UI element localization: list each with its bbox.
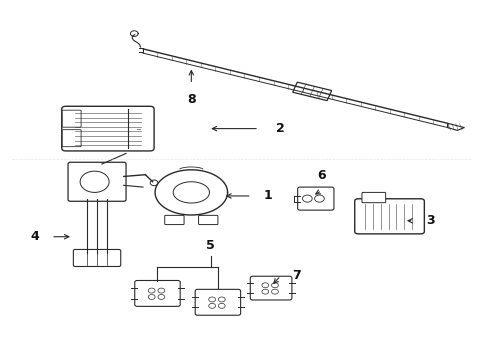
FancyBboxPatch shape (361, 192, 385, 203)
FancyBboxPatch shape (68, 162, 126, 201)
Text: 4: 4 (30, 230, 39, 243)
FancyBboxPatch shape (62, 110, 81, 127)
FancyBboxPatch shape (195, 289, 240, 315)
Text: 8: 8 (186, 93, 195, 106)
FancyBboxPatch shape (135, 280, 180, 306)
FancyBboxPatch shape (73, 249, 121, 266)
Text: 2: 2 (275, 122, 284, 135)
Polygon shape (447, 123, 464, 130)
FancyBboxPatch shape (62, 130, 81, 147)
FancyBboxPatch shape (198, 215, 218, 225)
Text: 5: 5 (206, 239, 215, 252)
Text: 7: 7 (291, 269, 300, 282)
Polygon shape (292, 82, 331, 101)
Text: ~: ~ (135, 127, 141, 133)
Text: 1: 1 (264, 189, 272, 202)
FancyBboxPatch shape (354, 199, 424, 234)
Text: 6: 6 (317, 169, 325, 182)
Text: 3: 3 (425, 214, 433, 227)
FancyBboxPatch shape (164, 215, 183, 225)
FancyBboxPatch shape (297, 187, 333, 210)
FancyBboxPatch shape (61, 106, 154, 151)
FancyBboxPatch shape (250, 276, 291, 300)
